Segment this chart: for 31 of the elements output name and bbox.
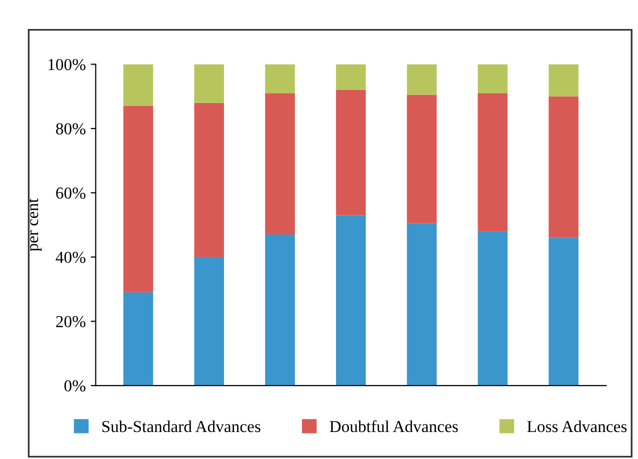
bar	[194, 102, 224, 258]
y-tick-label: 20%	[56, 316, 86, 328]
bar	[406, 223, 437, 386]
y-tick-label: 60%	[56, 187, 86, 199]
bar	[123, 106, 154, 292]
bar	[123, 292, 154, 386]
bar	[478, 231, 508, 386]
bar	[336, 215, 366, 386]
bar	[478, 64, 508, 94]
y-tick-label: 80%	[56, 123, 86, 135]
bar	[336, 90, 366, 216]
bar	[123, 64, 154, 106]
bar	[478, 93, 508, 232]
y-tick-label: 100%	[48, 58, 86, 70]
bar	[548, 64, 578, 96]
bar	[406, 64, 437, 95]
bar	[406, 94, 437, 224]
bar	[265, 93, 295, 235]
legend-label: Doubtful Advances	[330, 420, 458, 432]
bar	[265, 64, 295, 94]
bar	[265, 234, 295, 386]
y-axis-title: per cent	[28, 198, 42, 252]
y-tick-label: 0%	[64, 380, 86, 392]
bar	[194, 64, 224, 103]
bar	[548, 96, 578, 238]
bar	[336, 64, 366, 90]
legend-label: Loss Advances	[527, 420, 627, 432]
legend-label: Sub-Standard Advances	[102, 420, 260, 432]
bar	[548, 238, 578, 386]
y-tick-label: 40%	[56, 252, 86, 264]
bar	[194, 257, 224, 386]
